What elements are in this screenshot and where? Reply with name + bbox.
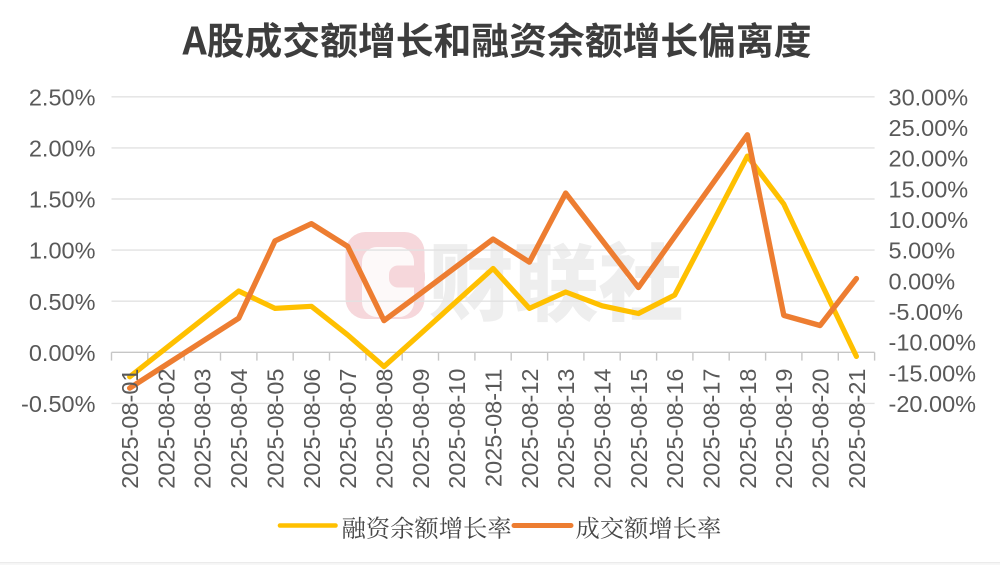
svg-text:2025-08-07: 2025-08-07 xyxy=(335,369,361,489)
svg-text:1.00%: 1.00% xyxy=(29,238,96,264)
svg-text:30.00%: 30.00% xyxy=(889,84,969,110)
svg-text:-10.00%: -10.00% xyxy=(889,330,977,356)
svg-text:0.50%: 0.50% xyxy=(29,289,96,315)
svg-text:2025-08-02: 2025-08-02 xyxy=(153,369,179,489)
svg-text:-0.50%: -0.50% xyxy=(21,391,96,417)
svg-text:15.00%: 15.00% xyxy=(889,176,969,202)
svg-text:-15.00%: -15.00% xyxy=(889,360,977,386)
svg-text:5.00%: 5.00% xyxy=(889,238,956,264)
svg-text:2025-08-01: 2025-08-01 xyxy=(117,369,143,489)
svg-text:2025-08-20: 2025-08-20 xyxy=(808,369,834,489)
svg-text:25.00%: 25.00% xyxy=(889,115,969,141)
svg-text:1.50%: 1.50% xyxy=(29,187,96,213)
svg-text:2025-08-11: 2025-08-11 xyxy=(481,369,507,487)
svg-text:2.50%: 2.50% xyxy=(29,84,96,110)
svg-text:2025-08-06: 2025-08-06 xyxy=(299,369,325,489)
svg-text:0.00%: 0.00% xyxy=(29,340,96,366)
svg-text:2025-08-21: 2025-08-21 xyxy=(844,369,870,489)
svg-text:-20.00%: -20.00% xyxy=(889,391,977,417)
svg-text:-5.00%: -5.00% xyxy=(889,299,964,325)
svg-text:20.00%: 20.00% xyxy=(889,146,969,172)
svg-text:2025-08-14: 2025-08-14 xyxy=(590,369,616,489)
svg-text:2.00%: 2.00% xyxy=(29,136,96,162)
svg-text:2025-08-08: 2025-08-08 xyxy=(371,369,397,489)
svg-text:2025-08-12: 2025-08-12 xyxy=(517,369,543,489)
svg-text:2025-08-05: 2025-08-05 xyxy=(262,369,288,489)
svg-text:0.00%: 0.00% xyxy=(889,268,956,294)
svg-text:2025-08-17: 2025-08-17 xyxy=(699,369,725,489)
svg-text:2025-08-18: 2025-08-18 xyxy=(735,369,761,489)
svg-text:2025-08-13: 2025-08-13 xyxy=(553,369,579,489)
svg-text:2025-08-04: 2025-08-04 xyxy=(226,369,252,489)
svg-text:2025-08-03: 2025-08-03 xyxy=(190,369,216,489)
svg-text:10.00%: 10.00% xyxy=(889,207,969,233)
svg-text:2025-08-10: 2025-08-10 xyxy=(444,369,470,489)
svg-text:2025-08-15: 2025-08-15 xyxy=(626,369,652,489)
svg-text:2025-08-19: 2025-08-19 xyxy=(771,369,797,489)
svg-text:2025-08-16: 2025-08-16 xyxy=(662,369,688,489)
svg-text:2025-08-09: 2025-08-09 xyxy=(408,369,434,489)
